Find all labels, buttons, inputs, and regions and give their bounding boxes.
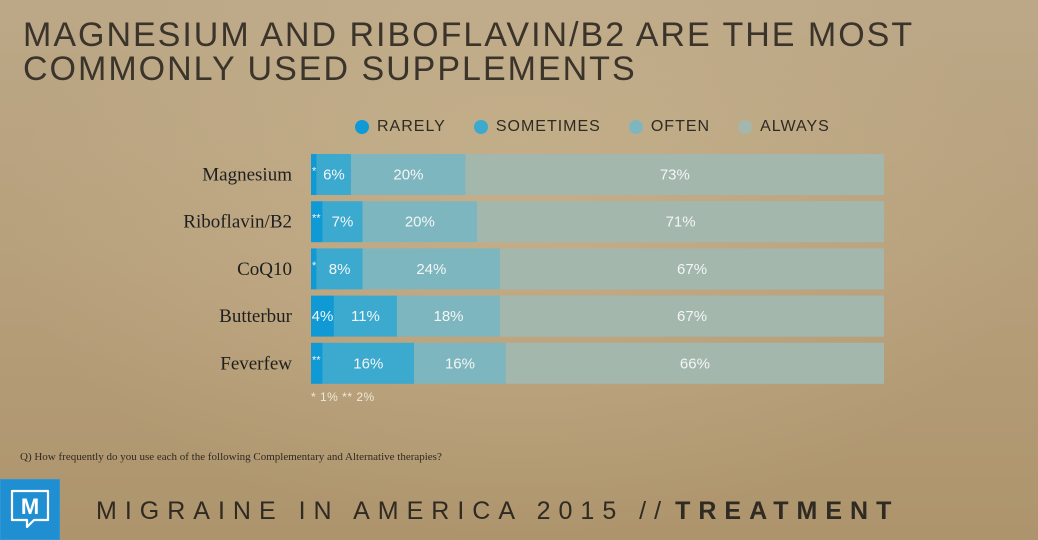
category-label-magnesium: Magnesium	[202, 165, 292, 186]
category-label-butterbur: Butterbur	[219, 306, 292, 327]
chart-title: MAGNESIUM AND RIBOFLAVIN/B2 ARE THE MOST…	[23, 18, 1013, 86]
data-label-butterbur-always: 67%	[677, 308, 707, 325]
legend-label-rarely: RARELY	[377, 118, 446, 135]
bar-magnesium-sometimes	[316, 154, 352, 195]
bar-coq10-rarely	[311, 248, 317, 290]
bar-butterbur-often	[396, 295, 501, 337]
data-label-magnesium-always: 73%	[660, 167, 690, 184]
legend-label-always: ALWAYS	[760, 118, 830, 135]
footer-section: TREATMENT	[675, 497, 900, 525]
data-label-butterbur-rarely: 4%	[312, 308, 334, 325]
data-label-riboflavin-b2-always: 71%	[666, 214, 696, 231]
legend-swatch-rarely	[355, 120, 369, 134]
data-label-feverfew-always: 66%	[680, 355, 710, 372]
category-label-feverfew: Feverfew	[220, 353, 292, 374]
legend-item-always: ALWAYS	[738, 118, 830, 136]
bar-coq10-often	[362, 248, 501, 290]
data-label-magnesium-often: 20%	[393, 167, 423, 184]
bar-magnesium-always	[465, 154, 884, 195]
speech-bubble-m-icon: M	[10, 489, 50, 529]
category-label-riboflavin-b2: Riboflavin/B2	[183, 212, 292, 233]
category-label-coq10: CoQ10	[237, 259, 292, 280]
legend-swatch-always	[738, 120, 753, 134]
bar-magnesium-often	[351, 154, 466, 195]
data-label-coq10-often: 24%	[416, 261, 446, 278]
survey-question: Q) How frequently do you use each of the…	[20, 451, 442, 463]
bar-coq10-always	[500, 248, 884, 290]
legend-label-often: OFTEN	[650, 118, 711, 135]
bar-butterbur-rarely	[311, 295, 334, 337]
data-label-butterbur-sometimes: 11%	[351, 308, 380, 325]
data-label-magnesium-sometimes: 6%	[323, 167, 345, 184]
bar-riboflavin-b2-sometimes	[322, 201, 363, 243]
logo: M	[0, 479, 60, 540]
data-label-riboflavin-b2-often: 20%	[405, 214, 435, 231]
bar-butterbur-sometimes	[333, 295, 397, 337]
legend-item-often: OFTEN	[628, 118, 711, 136]
legend-swatch-sometimes	[473, 120, 488, 134]
data-label-coq10-rarely: *	[312, 260, 317, 272]
legend-item-rarely: RARELY	[355, 118, 446, 136]
bar-coq10-sometimes	[316, 248, 363, 290]
bar-riboflavin-b2-often	[362, 201, 478, 243]
footer: MIGRAINE IN AMERICA 2015 //TREATMENT	[96, 496, 899, 526]
bar-magnesium-rarely	[311, 154, 317, 195]
chart-title-line-1: MAGNESIUM AND RIBOFLAVIN/B2 ARE THE MOST	[23, 16, 915, 54]
data-label-magnesium-rarely: *	[312, 166, 317, 178]
legend-item-sometimes: SOMETIMES	[473, 118, 601, 136]
data-label-feverfew-sometimes: 16%	[353, 355, 383, 372]
logo-letter: M	[21, 494, 39, 519]
bar-feverfew-often	[414, 342, 506, 384]
data-label-riboflavin-b2-rarely: **	[312, 213, 321, 225]
bar-feverfew-always	[505, 342, 884, 384]
bar-feverfew-rarely	[311, 342, 323, 384]
data-label-coq10-always: 67%	[677, 261, 707, 278]
footer-series: MIGRAINE IN AMERICA 2015 //	[96, 497, 670, 525]
data-label-coq10-sometimes: 8%	[329, 261, 351, 278]
legend-label-sometimes: SOMETIMES	[495, 118, 601, 135]
data-label-riboflavin-b2-sometimes: 7%	[332, 214, 354, 231]
bar-feverfew-sometimes	[322, 342, 415, 384]
bar-riboflavin-b2-rarely	[311, 201, 323, 243]
footnote: * 1% ** 2%	[311, 390, 375, 404]
bar-butterbur-always	[500, 295, 884, 337]
data-label-butterbur-often: 18%	[434, 308, 464, 325]
data-label-feverfew-often: 16%	[445, 355, 475, 372]
chart-title-line-2: COMMONLY USED SUPPLEMENTS	[23, 50, 637, 88]
data-label-feverfew-rarely: **	[312, 354, 321, 366]
bar-riboflavin-b2-always	[477, 201, 884, 243]
chart-legend: RARELY SOMETIMES OFTEN ALWAYS	[355, 117, 830, 137]
legend-swatch-often	[628, 120, 643, 134]
